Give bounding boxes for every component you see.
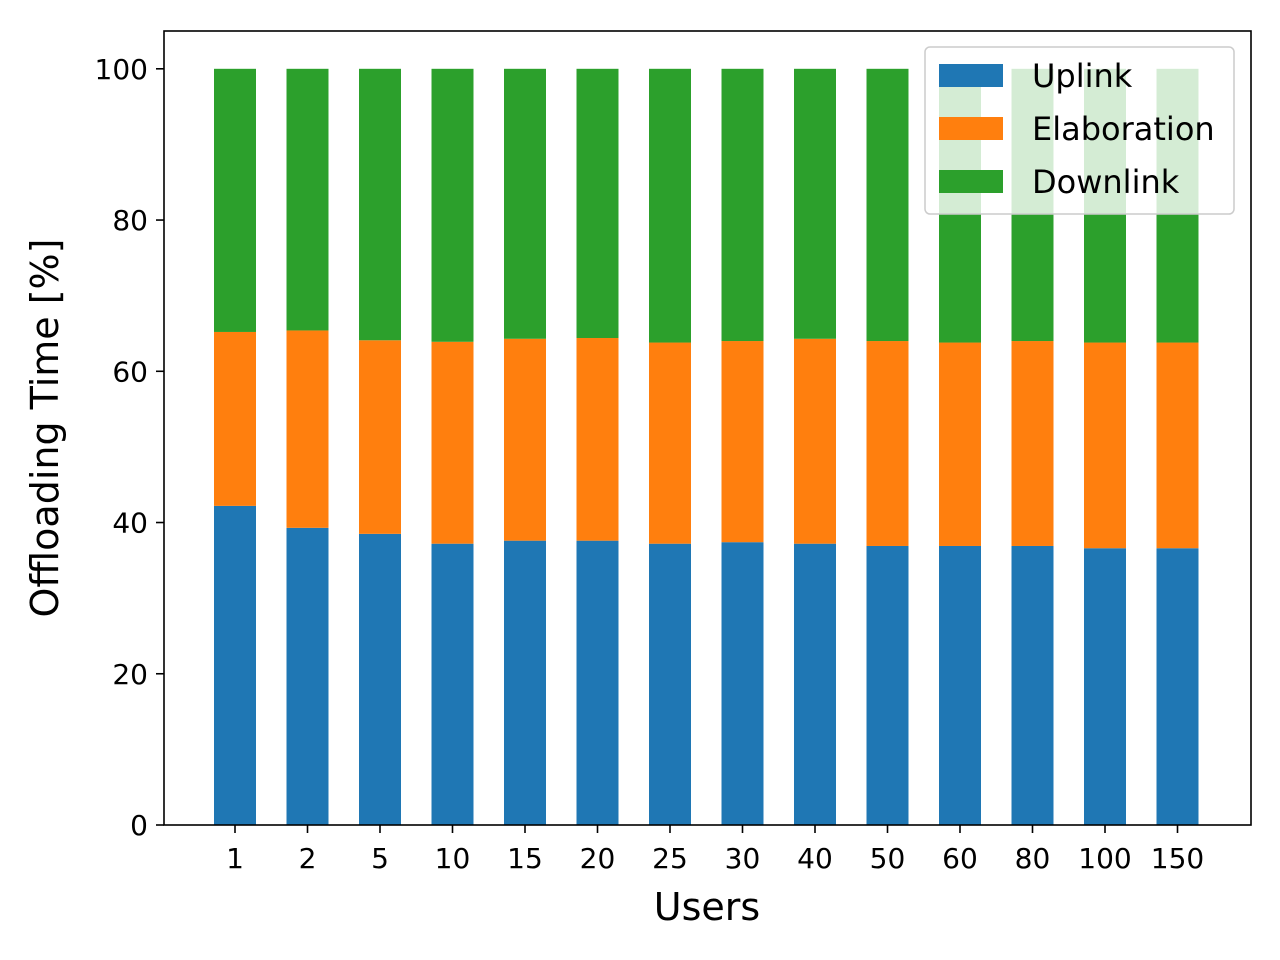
legend-swatch-uplink xyxy=(939,64,1003,87)
bar-downlink-40 xyxy=(794,68,836,339)
bar-elaboration-150 xyxy=(1156,342,1199,549)
x-tick-label-5: 5 xyxy=(371,842,389,875)
bar-elaboration-60 xyxy=(939,342,981,546)
x-tick-label-15: 15 xyxy=(507,842,543,875)
x-tick-label-80: 80 xyxy=(1015,842,1051,875)
bar-uplink-15 xyxy=(504,540,546,825)
x-tick-label-2: 2 xyxy=(299,842,317,875)
y-tick-label-40: 40 xyxy=(112,507,148,540)
bar-uplink-100 xyxy=(1084,548,1126,825)
x-tick-label-10: 10 xyxy=(435,842,471,875)
x-tick-label-40: 40 xyxy=(797,842,833,875)
bar-elaboration-10 xyxy=(431,341,474,544)
x-tick-label-150: 150 xyxy=(1151,842,1204,875)
x-tick-label-25: 25 xyxy=(652,842,688,875)
y-tick-label-80: 80 xyxy=(112,204,148,237)
y-tick-label-100: 100 xyxy=(95,53,148,86)
legend-label-downlink: Downlink xyxy=(1032,163,1180,201)
bar-downlink-25 xyxy=(649,68,691,343)
y-tick-label-0: 0 xyxy=(130,809,148,842)
bar-elaboration-50 xyxy=(866,341,909,546)
x-tick-label-50: 50 xyxy=(870,842,906,875)
bar-uplink-25 xyxy=(649,543,691,825)
x-tick-label-60: 60 xyxy=(942,842,978,875)
bar-downlink-50 xyxy=(866,68,909,342)
bar-uplink-5 xyxy=(359,533,401,825)
bar-downlink-5 xyxy=(359,68,401,341)
bar-elaboration-100 xyxy=(1084,342,1126,549)
y-tick-label-60: 60 xyxy=(112,355,148,388)
bar-elaboration-2 xyxy=(286,330,329,528)
bar-elaboration-25 xyxy=(649,342,691,544)
x-tick-label-100: 100 xyxy=(1078,842,1131,875)
bar-elaboration-5 xyxy=(359,340,401,534)
y-tick-label-20: 20 xyxy=(112,658,148,691)
bar-uplink-80 xyxy=(1011,545,1054,825)
bar-uplink-50 xyxy=(866,545,909,825)
x-tick-label-30: 30 xyxy=(725,842,761,875)
x-tick-label-1: 1 xyxy=(226,842,244,875)
bar-uplink-40 xyxy=(794,543,836,825)
plot-frame xyxy=(163,30,1252,826)
bar-uplink-10 xyxy=(431,543,474,825)
legend-label-elaboration: Elaboration xyxy=(1032,110,1215,148)
bar-uplink-2 xyxy=(286,527,329,825)
legend-swatch-elaboration xyxy=(939,117,1003,140)
bar-downlink-30 xyxy=(721,68,764,342)
bar-downlink-2 xyxy=(286,68,329,331)
y-axis: 0 20 40 60 80 100 xyxy=(95,53,164,842)
bar-downlink-10 xyxy=(431,68,474,342)
bar-elaboration-30 xyxy=(721,341,764,543)
bar-uplink-150 xyxy=(1156,548,1199,825)
bar-downlink-15 xyxy=(504,68,546,339)
legend-swatch-downlink xyxy=(939,170,1003,193)
bar-uplink-30 xyxy=(721,542,764,825)
x-axis: 1 2 5 10 15 20 25 30 40 50 60 80 100 150 xyxy=(226,825,1204,875)
bar-uplink-1 xyxy=(214,505,256,825)
bar-elaboration-40 xyxy=(794,338,836,544)
bar-uplink-20 xyxy=(576,540,619,825)
bar-elaboration-1 xyxy=(214,331,256,506)
x-tick-label-20: 20 xyxy=(580,842,616,875)
bar-elaboration-80 xyxy=(1011,341,1054,546)
bar-elaboration-15 xyxy=(504,338,546,541)
bar-uplink-60 xyxy=(939,545,981,825)
bar-downlink-20 xyxy=(576,68,619,339)
y-axis-title: Offloading Time [%] xyxy=(23,239,67,618)
x-axis-title: Users xyxy=(654,885,760,929)
bar-downlink-1 xyxy=(214,68,256,332)
legend-label-uplink: Uplink xyxy=(1032,57,1133,95)
bar-elaboration-20 xyxy=(576,338,619,541)
legend: Uplink Elaboration Downlink xyxy=(924,46,1235,215)
